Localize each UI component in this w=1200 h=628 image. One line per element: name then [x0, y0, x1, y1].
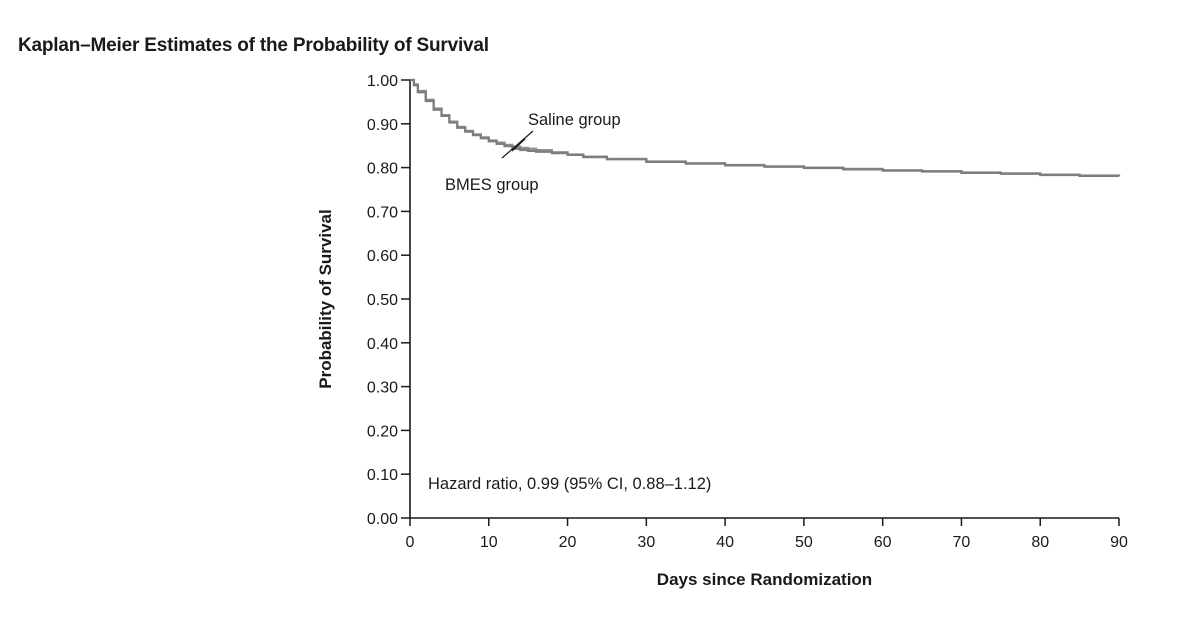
x-tick-label: 0: [406, 534, 415, 551]
x-tick-label: 70: [953, 534, 971, 551]
series-layer: [410, 78, 1121, 178]
y-tick-label: 0.80: [367, 161, 398, 178]
x-tick-label: 20: [559, 534, 577, 551]
y-tick-label: 0.40: [367, 336, 398, 353]
bmes-group-label: BMES group: [445, 176, 539, 194]
x-tick-label: 10: [480, 534, 498, 551]
y-tick-label: 0.20: [367, 423, 398, 440]
bmes-leader-line: [511, 138, 526, 152]
y-tick-label: 0.60: [367, 248, 398, 265]
y-axis-label: Probability of Survival: [316, 209, 335, 389]
saline-leader-line: [501, 130, 534, 159]
axes: 0.00 0.10 0.20 0.30 0.40 0.50 0.60 0.70 0.80 0.90…: [316, 73, 1128, 589]
x-axis-label: Days since Randomization: [657, 570, 872, 589]
x-tick-label: 50: [795, 534, 813, 551]
x-tick-label: 80: [1031, 534, 1049, 551]
saline-group-label: Saline group: [528, 111, 621, 129]
x-tick-label: 60: [874, 534, 892, 551]
chart-title: Kaplan–Meier Estimates of the Probabilit…: [18, 35, 489, 56]
y-tick-label: 0.10: [367, 467, 398, 484]
y-tick-label: 0.00: [367, 511, 398, 528]
y-tick-label: 0.50: [367, 292, 398, 309]
x-tick-label: 90: [1110, 534, 1128, 551]
y-tick-label: 0.70: [367, 204, 398, 221]
annotations: Saline group BMES group Hazard ratio, 0.99…: [428, 111, 711, 493]
saline-group-line: [410, 78, 1121, 177]
y-tick-label: 0.30: [367, 380, 398, 397]
x-tick-label: 40: [716, 534, 734, 551]
bmes-group-line: [410, 78, 1121, 178]
x-tick-label: 30: [637, 534, 655, 551]
hazard-ratio-label: Hazard ratio, 0.99 (95% CI, 0.88–1.12): [428, 475, 711, 493]
y-tick-label: 0.90: [367, 117, 398, 134]
y-tick-label: 1.00: [367, 73, 398, 90]
